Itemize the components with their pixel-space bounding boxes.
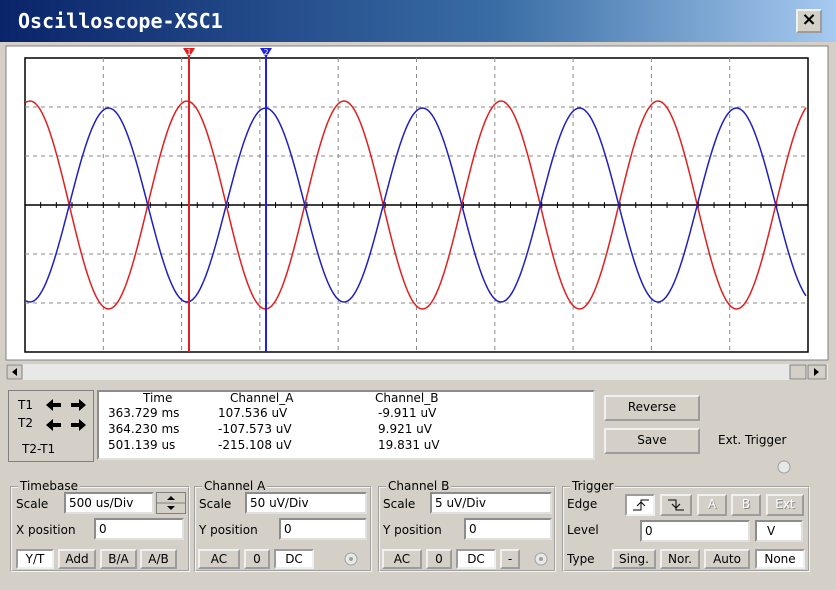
- channel-a-y-position[interactable]: 0: [279, 518, 367, 540]
- readout-panel: [97, 390, 595, 460]
- edge-rising[interactable]: [625, 494, 655, 516]
- channel-b-trace: [25, 107, 807, 303]
- label: Y position: [383, 523, 442, 537]
- label: Scale: [16, 497, 49, 511]
- timebase-scale[interactable]: 500 us/Div: [64, 492, 154, 514]
- readout-value: 364.230 ms: [108, 422, 180, 436]
- row-label: T2-T1: [22, 442, 56, 456]
- type-button[interactable]: Sing.: [612, 549, 656, 569]
- ext-trigger-label: Ext. Trigger: [718, 433, 787, 447]
- timebase-group: Timebase: [10, 479, 190, 572]
- channel-a-terminal[interactable]: [343, 551, 359, 567]
- group-legend: Trigger: [570, 479, 616, 493]
- type-button[interactable]: Nor.: [660, 549, 700, 569]
- cursor-t1-handle[interactable]: [183, 48, 195, 58]
- scroll-right-arrow: [814, 368, 819, 376]
- channel-a-scale[interactable]: 50 uV/Div: [245, 492, 367, 514]
- edge-source[interactable]: A: [697, 494, 727, 516]
- readout-value: -107.573 uV: [218, 422, 292, 436]
- coupling-button[interactable]: DC: [456, 549, 496, 569]
- scroll-thumb[interactable]: [789, 364, 807, 380]
- readout-header: Time: [143, 391, 173, 405]
- group-legend: Channel A: [202, 479, 268, 493]
- scope-screen: 1 2: [5, 45, 829, 380]
- coupling-button[interactable]: DC: [274, 549, 314, 569]
- readout-header: Channel_B: [375, 391, 439, 405]
- mode-button[interactable]: Y/T: [16, 549, 54, 569]
- channel-a-group: Channel A: [194, 479, 372, 572]
- channel-a-trace: [25, 100, 807, 310]
- save-button[interactable]: Save: [604, 428, 700, 454]
- cursor-t2-label: 2: [263, 48, 268, 57]
- channel-b-group: Channel B: [378, 479, 556, 572]
- readout-value: -9.911 uV: [378, 406, 437, 420]
- channel-b-scale[interactable]: 5 uV/Div: [430, 492, 552, 514]
- label: Edge: [567, 497, 598, 511]
- edge-falling[interactable]: [660, 494, 692, 516]
- scroll-left-arrow: [12, 368, 17, 376]
- label: Y position: [199, 523, 258, 537]
- coupling-button[interactable]: 0: [244, 549, 270, 569]
- group-legend: Channel B: [386, 479, 452, 493]
- close-button[interactable]: ×: [796, 9, 822, 33]
- mode-button[interactable]: B/A: [100, 549, 137, 569]
- edge-source[interactable]: Ext: [766, 494, 804, 516]
- readout-value: -215.108 uV: [218, 438, 292, 452]
- coupling-button[interactable]: AC: [198, 549, 240, 569]
- x-position[interactable]: 0: [94, 518, 184, 540]
- readout-value: 9.921 uV: [378, 422, 432, 436]
- label: Scale: [383, 497, 416, 511]
- trigger-group: Trigger: [562, 479, 810, 572]
- readout-value: 363.729 ms: [108, 406, 180, 420]
- label: Type: [567, 552, 595, 566]
- scrollbar[interactable]: [6, 364, 828, 380]
- readout-value: 107.536 uV: [218, 406, 288, 420]
- title-bar: [0, 0, 836, 42]
- channel-b-terminal[interactable]: [533, 551, 549, 567]
- row-label: T1: [18, 398, 33, 412]
- reverse-button[interactable]: Reverse: [604, 395, 700, 421]
- mode-button[interactable]: A/B: [140, 549, 177, 569]
- window-title: Oscilloscope-XSC1: [18, 9, 223, 33]
- coupling-button[interactable]: 0: [426, 549, 452, 569]
- type-button[interactable]: None: [755, 549, 805, 569]
- edge-source[interactable]: B: [731, 494, 761, 516]
- mode-button[interactable]: Add: [58, 549, 96, 569]
- row-label: T2: [18, 416, 33, 430]
- coupling-button[interactable]: -: [500, 549, 520, 569]
- channel-b-y-position[interactable]: 0: [464, 518, 552, 540]
- coupling-button[interactable]: AC: [382, 549, 422, 569]
- label: Scale: [199, 497, 232, 511]
- ext-trigger-terminal[interactable]: [776, 459, 792, 475]
- type-button[interactable]: Auto: [704, 549, 750, 569]
- cursor-arrows[interactable]: [44, 396, 90, 436]
- cursor-t2-handle[interactable]: [260, 48, 272, 58]
- readout-value: 19.831 uV: [378, 438, 440, 452]
- level-unit[interactable]: V: [755, 520, 803, 542]
- cursor-controls: [8, 390, 94, 462]
- readout-header: Channel_A: [230, 391, 294, 405]
- label: Level: [567, 523, 599, 537]
- label: X position: [16, 523, 76, 537]
- group-legend: Timebase: [18, 479, 80, 493]
- trigger-level[interactable]: 0: [640, 520, 750, 542]
- cursor-t1-label: 1: [186, 48, 191, 57]
- scale-spinner[interactable]: [156, 492, 186, 514]
- readout-value: 501.139 us: [108, 438, 176, 452]
